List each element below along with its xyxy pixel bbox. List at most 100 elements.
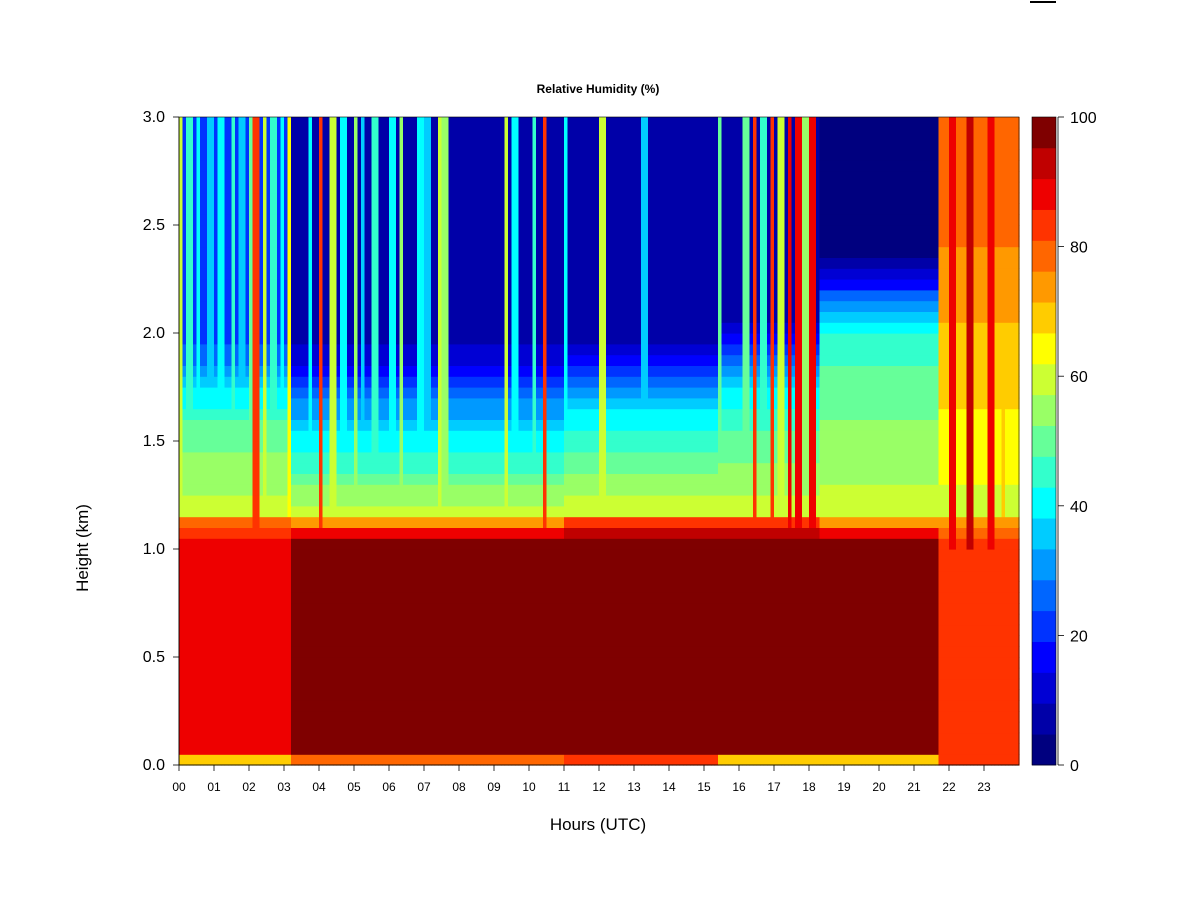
heatmap-cell [224, 181, 229, 194]
heatmap-cell [431, 754, 436, 766]
heatmap-cell [455, 657, 460, 669]
heatmap-cell [312, 160, 317, 172]
heatmap-cell [308, 700, 313, 712]
heatmap-cell [210, 181, 215, 194]
heatmap-cell [452, 732, 457, 744]
heatmap-cell [410, 473, 415, 485]
heatmap-cell [294, 279, 299, 291]
heatmap-cell [322, 603, 327, 615]
heatmap-cell [368, 700, 373, 712]
heatmap-cell [378, 667, 383, 680]
heatmap-cell [357, 721, 362, 734]
heatmap-cell [427, 235, 432, 248]
heatmap-cell [382, 743, 387, 755]
heatmap-cell [347, 473, 352, 485]
heatmap-cell [245, 117, 250, 129]
heatmap-cell [200, 570, 205, 582]
heatmap-cell [403, 754, 408, 766]
heatmap-cell [305, 387, 310, 399]
heatmap-cell [375, 300, 380, 312]
heatmap-cell [347, 754, 352, 766]
heatmap-cell [280, 387, 285, 399]
heatmap-cell [420, 160, 425, 172]
heatmap-cell [256, 246, 261, 258]
heatmap-cell [273, 516, 278, 528]
heatmap-cell [357, 505, 362, 518]
heatmap-cell [406, 721, 411, 734]
heatmap-cell [459, 505, 464, 518]
heatmap-cell [263, 225, 268, 237]
heatmap-cell [196, 181, 201, 194]
heatmap-cell [301, 527, 306, 539]
heatmap-cell [210, 354, 215, 366]
heatmap-cell [308, 754, 313, 766]
heatmap-cell [298, 268, 303, 280]
heatmap-cell [214, 570, 219, 582]
heatmap-cell [235, 235, 240, 248]
heatmap-cell [392, 419, 397, 431]
heatmap-cell [179, 419, 184, 431]
heatmap-cell [459, 451, 464, 464]
heatmap-cell [364, 171, 369, 183]
heatmap-cell [350, 635, 355, 647]
heatmap-cell [357, 376, 362, 388]
heatmap-cell [280, 451, 285, 464]
heatmap-cell [238, 343, 243, 356]
heatmap-cell [459, 343, 464, 356]
heatmap-cell [392, 235, 397, 248]
heatmap-cell [427, 495, 432, 507]
heatmap-cell [189, 311, 194, 323]
heatmap-cell [438, 570, 443, 582]
heatmap-cell [375, 549, 380, 561]
heatmap-cell [378, 408, 383, 420]
heatmap-cell [420, 516, 425, 528]
heatmap-cell [368, 473, 373, 485]
heatmap-cell [207, 667, 212, 680]
heatmap-cell [270, 246, 275, 258]
heatmap-cell [217, 333, 222, 345]
heatmap-cell [389, 117, 394, 129]
heatmap-cell [259, 581, 264, 593]
heatmap-cell [427, 289, 432, 302]
heatmap-cell [413, 462, 418, 474]
heatmap-cell [245, 721, 250, 734]
heatmap-cell [186, 268, 191, 280]
heatmap-cell [406, 225, 411, 237]
heatmap-cell [193, 171, 198, 183]
heatmap-cell [420, 149, 425, 161]
heatmap-cell [424, 354, 429, 366]
heatmap-cell [238, 192, 243, 204]
heatmap-cell [196, 505, 201, 518]
heatmap-cell [431, 667, 436, 680]
heatmap-cell [238, 160, 243, 172]
heatmap-cell [242, 505, 247, 518]
heatmap-cell [378, 138, 383, 150]
heatmap-cell [396, 343, 401, 356]
heatmap-cell [305, 754, 310, 766]
heatmap-cell [224, 214, 229, 226]
heatmap-cell [235, 127, 240, 140]
heatmap-cell [375, 419, 380, 431]
heatmap-cell [410, 300, 415, 312]
heatmap-cell [462, 430, 467, 442]
heatmap-cell [399, 484, 404, 496]
heatmap-cell [315, 484, 320, 496]
heatmap-cell [347, 160, 352, 172]
heatmap-cell [217, 322, 222, 334]
heatmap-cell [312, 646, 317, 658]
heatmap-cell [417, 214, 422, 226]
heatmap-cell [368, 732, 373, 744]
heatmap-cell [385, 484, 390, 496]
heatmap-cell [238, 333, 243, 345]
heatmap-cell [273, 549, 278, 561]
heatmap-cell [441, 257, 446, 269]
heatmap-cell [242, 581, 247, 593]
heatmap-cell [224, 538, 229, 550]
heatmap-cell [413, 127, 418, 140]
heatmap-cell [406, 495, 411, 507]
heatmap-cell [189, 127, 194, 140]
heatmap-cell [263, 689, 268, 701]
heatmap-cell [399, 495, 404, 507]
heatmap-cell [322, 635, 327, 647]
heatmap-cell [441, 754, 446, 766]
